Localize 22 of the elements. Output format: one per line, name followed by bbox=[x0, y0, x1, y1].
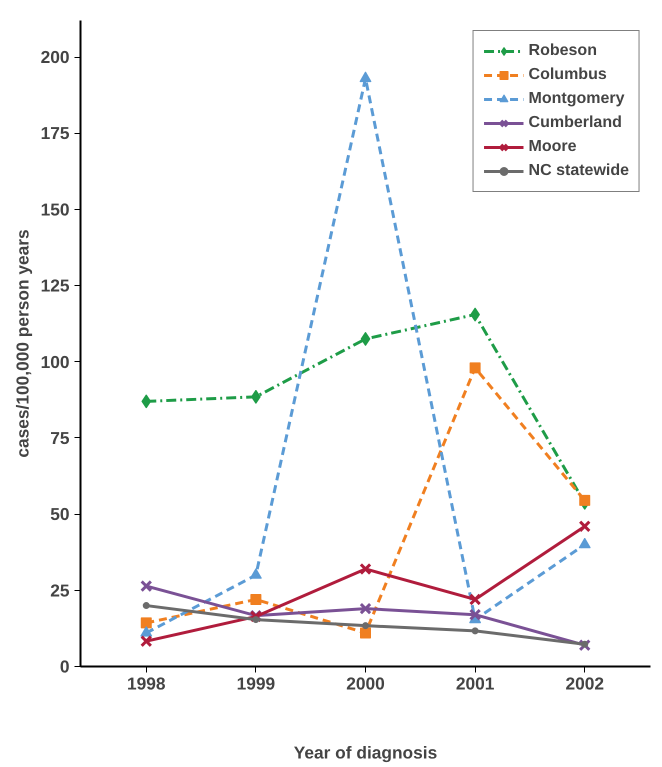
y-tick-label: 0 bbox=[60, 656, 70, 676]
y-tick-label: 50 bbox=[50, 504, 70, 524]
legend-label: Columbus bbox=[528, 66, 607, 84]
x-tick-label: 2001 bbox=[456, 674, 495, 694]
x-tick-label: 2002 bbox=[565, 674, 604, 694]
y-axis-title: cases/100,000 person years bbox=[12, 229, 33, 458]
y-tick-label: 175 bbox=[40, 123, 70, 144]
legend-label: Cumberland bbox=[528, 114, 622, 132]
y-tick-label: 150 bbox=[40, 199, 70, 220]
y-tick-label: 100 bbox=[40, 352, 70, 372]
y-tick-label: 25 bbox=[50, 580, 70, 600]
legend-label: NC statewide bbox=[528, 162, 629, 180]
legend-label: Robeson bbox=[528, 42, 597, 60]
x-tick-label: 2000 bbox=[346, 674, 385, 694]
x-axis-title: Year of diagnosis bbox=[294, 742, 438, 762]
y-tick-label: 75 bbox=[50, 428, 70, 448]
x-tick-label: 1999 bbox=[236, 674, 276, 694]
y-tick-label: 200 bbox=[40, 47, 70, 68]
x-tick-label: 1998 bbox=[126, 674, 166, 694]
legend-label: Montgomery bbox=[528, 90, 625, 108]
legend-label: Moore bbox=[528, 138, 577, 156]
y-tick-label: 125 bbox=[40, 276, 70, 296]
